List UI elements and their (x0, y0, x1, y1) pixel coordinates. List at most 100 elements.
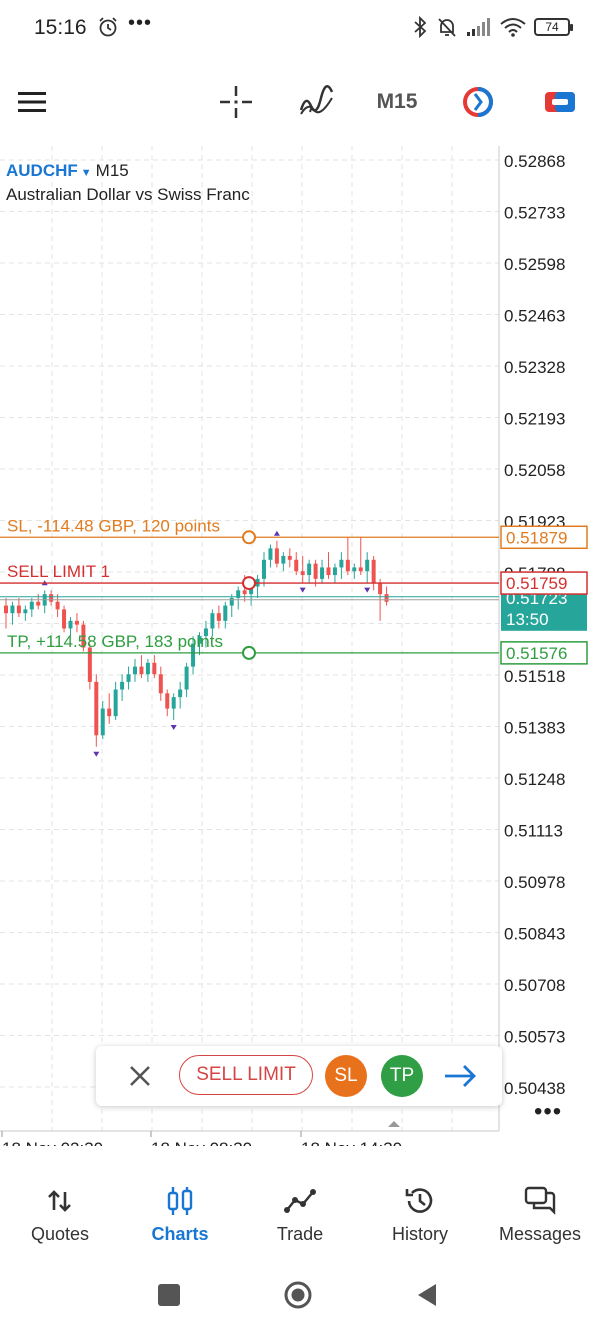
timeframe-selector[interactable]: M15 (376, 90, 418, 113)
candle (74, 613, 79, 633)
symbol-name[interactable]: AUDCHF (6, 161, 78, 180)
time-axis-label: 18 Nov 08:30 (151, 1139, 252, 1146)
close-icon[interactable] (126, 1062, 154, 1090)
indicators-icon (299, 85, 334, 115)
candle-body (23, 609, 28, 614)
candle-body (158, 674, 163, 694)
candle (216, 605, 221, 629)
candle-body (236, 590, 241, 598)
candle (29, 597, 34, 618)
take-profit-button[interactable]: TP (381, 1055, 423, 1097)
candle-body (171, 697, 176, 709)
candle (145, 658, 150, 682)
recent-apps-icon[interactable] (154, 1280, 184, 1310)
candle-body (274, 548, 279, 564)
menu-button[interactable] (14, 84, 50, 120)
quotes-icon (48, 1190, 71, 1212)
fractal-up-marker (273, 530, 280, 536)
candle-body (216, 613, 221, 621)
price-axis-label: 0.51518 (504, 667, 565, 686)
nav-quotes[interactable]: Quotes (0, 1172, 120, 1262)
home-icon[interactable] (283, 1280, 313, 1310)
back-icon[interactable] (412, 1280, 442, 1310)
messages-icon (524, 1186, 556, 1215)
nav-label: Messages (498, 1224, 582, 1244)
crosshair-button[interactable] (216, 84, 256, 120)
candle-body (287, 555, 292, 560)
alarm-icon (99, 17, 117, 37)
price-axis-label: 0.52058 (504, 461, 565, 480)
candle (300, 555, 305, 583)
symbol-timeframe: M15 (95, 161, 129, 180)
candle-body (339, 559, 344, 568)
candle (165, 689, 170, 717)
candle-body (191, 643, 196, 667)
candle (339, 552, 344, 579)
candle-body (49, 594, 54, 602)
fractal-down-marker (364, 587, 371, 593)
price-axis-label: 0.50573 (504, 1028, 565, 1047)
candle-body (152, 662, 157, 675)
time-axis-label: 18 Nov 14:30 (301, 1139, 402, 1146)
candle-body (113, 689, 118, 717)
candle (358, 536, 363, 576)
candle (139, 655, 144, 679)
candle-body (203, 628, 208, 637)
candle-body (184, 666, 189, 690)
price-axis-label: 0.50843 (504, 925, 565, 944)
candle-body (384, 594, 389, 602)
fractal-down-marker (299, 587, 306, 593)
indicators-button[interactable] (296, 84, 336, 120)
symbol-dropdown-icon[interactable]: ▼ (80, 167, 92, 179)
symbol-header[interactable]: AUDCHF ▼ M15 (6, 161, 129, 181)
price-chart[interactable]: 0.52868 0.52733 0.52598 0.52463 0.52328 0.521… (0, 146, 600, 1146)
candle (178, 681, 183, 709)
more-options-icon[interactable]: ••• (534, 1098, 563, 1125)
candle-body (87, 647, 92, 682)
candle-body (107, 708, 112, 717)
candle (332, 563, 337, 583)
candle (268, 544, 273, 568)
candle (94, 674, 99, 747)
candle-body (126, 674, 131, 682)
candle (274, 540, 279, 568)
candle (229, 594, 234, 618)
take-profit-price-box (500, 641, 588, 665)
price-axis-label: 0.52598 (504, 255, 565, 274)
candle-body (81, 624, 86, 648)
candle (197, 632, 202, 656)
order-modify-panel: SELL LIMIT SL TP (96, 1046, 502, 1106)
candle (62, 605, 67, 633)
bottom-navigation: Quotes Charts Trade History M (0, 1172, 600, 1262)
nav-charts[interactable]: Charts (120, 1172, 240, 1262)
candle-body (68, 620, 73, 629)
bluetooth-icon (414, 16, 427, 38)
chart-shift-marker (388, 1121, 400, 1127)
fractal-down-marker (170, 725, 177, 731)
candle (191, 636, 196, 675)
price-axis-label: 0.51113 (504, 822, 563, 841)
nav-label: Trade (276, 1224, 324, 1244)
chart-area[interactable]: 0.52868 0.52733 0.52598 0.52463 0.52328 0.521… (0, 146, 600, 1146)
chart-toggle-button[interactable] (540, 84, 580, 120)
sell-limit-label: SELL LIMIT 1 (7, 562, 110, 581)
candle-body (36, 601, 41, 606)
candle (236, 586, 241, 610)
candle-body (74, 620, 79, 625)
wifi-icon (500, 18, 526, 37)
confirm-arrow-icon[interactable] (442, 1060, 478, 1092)
candle (345, 536, 350, 576)
candle (320, 559, 325, 583)
nav-trade[interactable]: Trade (240, 1172, 360, 1262)
sell-limit-button[interactable]: SELL LIMIT (179, 1055, 313, 1095)
candle (133, 658, 137, 682)
nav-messages[interactable]: Messages (480, 1172, 600, 1262)
symbol-description: Australian Dollar vs Swiss Franc (6, 185, 250, 204)
candle-body (145, 662, 150, 675)
nav-history[interactable]: History (360, 1172, 480, 1262)
price-axis-label: 0.52328 (504, 358, 565, 377)
chart-toggle-icon (545, 92, 575, 112)
candle-body (120, 681, 125, 690)
one-click-trading-button[interactable] (458, 84, 498, 120)
stop-loss-button[interactable]: SL (325, 1055, 367, 1097)
